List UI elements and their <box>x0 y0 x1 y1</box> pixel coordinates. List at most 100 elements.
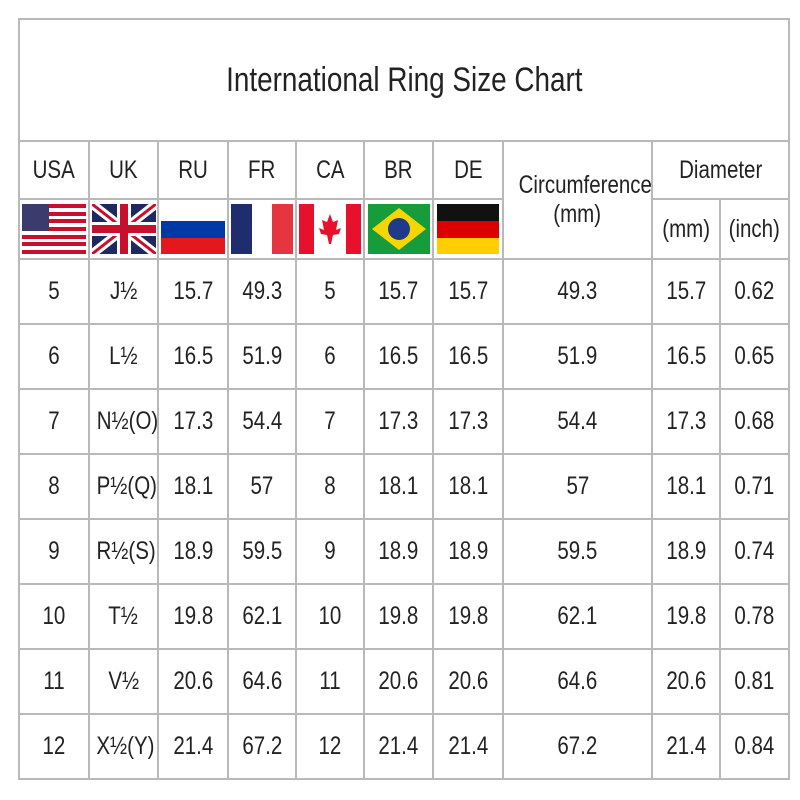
cell-ca: 9 <box>295 518 365 585</box>
cell-value: 20.6 <box>378 667 419 695</box>
cell-value: 8 <box>48 472 60 500</box>
table-row: 6 L½ 16.5 51.9 6 16.5 16.5 51.9 16.5 0.65 <box>18 323 791 390</box>
header-uk: UK <box>88 140 159 200</box>
usa-flag-icon <box>18 198 90 260</box>
cell-uk: L½ <box>88 323 159 390</box>
brazil-flag-icon <box>363 198 434 260</box>
cell-fr: 62.1 <box>227 583 297 650</box>
cell-value: 21.4 <box>666 732 706 760</box>
cell-diameter-mm: 15.7 <box>651 258 721 325</box>
cell-usa: 9 <box>18 518 90 585</box>
cell-value: 16.5 <box>173 342 213 370</box>
cell-value: 17.3 <box>448 407 488 435</box>
canada-flag-icon <box>295 198 365 260</box>
cell-circumference: 62.1 <box>502 583 653 650</box>
cell-uk: R½(S) <box>88 518 159 585</box>
table-row: 11 V½ 20.6 64.6 11 20.6 20.6 64.6 20.6 0.81 <box>18 648 791 715</box>
cell-br: 17.3 <box>363 388 434 455</box>
cell-value: 17.3 <box>378 407 419 435</box>
cell-ru: 19.8 <box>157 583 229 650</box>
cell-value: 11 <box>319 667 341 695</box>
cell-ca: 6 <box>295 323 365 390</box>
cell-value: 9 <box>324 537 336 565</box>
cell-usa: 10 <box>18 583 90 650</box>
cell-ru: 20.6 <box>157 648 229 715</box>
cell-value: 18.1 <box>173 472 213 500</box>
ring-size-table: International Ring Size Chart USA UK RU … <box>17 18 791 780</box>
cell-value: P½(Q) <box>96 472 157 500</box>
cell-ca: 11 <box>295 648 365 715</box>
cell-value: 0.68 <box>734 407 775 435</box>
cell-value: 7 <box>324 407 336 435</box>
cell-value: 18.1 <box>378 472 419 500</box>
cell-uk: X½(Y) <box>88 713 159 780</box>
cell-br: 20.6 <box>363 648 434 715</box>
cell-circumference: 67.2 <box>502 713 653 780</box>
cell-value: L½ <box>109 342 138 370</box>
table-row: 8 P½(Q) 18.1 57 8 18.1 18.1 57 18.1 0.71 <box>18 453 791 520</box>
cell-usa: 12 <box>18 713 90 780</box>
cell-value: 21.4 <box>448 732 488 760</box>
cell-usa: 7 <box>18 388 90 455</box>
cell-usa: 11 <box>18 648 90 715</box>
cell-usa: 8 <box>18 453 90 520</box>
cell-circumference: 57 <box>502 453 653 520</box>
cell-circumference: 51.9 <box>502 323 653 390</box>
cell-br: 15.7 <box>363 258 434 325</box>
cell-value: N½(O) <box>96 407 159 435</box>
cell-value: 20.6 <box>666 667 706 695</box>
cell-fr: 54.4 <box>227 388 297 455</box>
cell-ca: 5 <box>295 258 365 325</box>
cell-value: 18.9 <box>448 537 488 565</box>
cell-value: X½(Y) <box>96 732 155 760</box>
header-br: BR <box>363 140 434 200</box>
cell-value: 59.5 <box>557 537 598 565</box>
cell-value: 17.3 <box>173 407 213 435</box>
cell-value: 20.6 <box>448 667 488 695</box>
cell-usa: 6 <box>18 323 90 390</box>
cell-diameter-inch: 0.84 <box>718 713 791 780</box>
cell-value: 9 <box>48 537 60 565</box>
cell-diameter-inch: 0.78 <box>718 583 791 650</box>
cell-diameter-mm: 16.5 <box>651 323 721 390</box>
cell-de: 16.5 <box>432 323 504 390</box>
table-row: 10 T½ 19.8 62.1 10 19.8 19.8 62.1 19.8 0.78 <box>18 583 791 650</box>
cell-ru: 18.1 <box>157 453 229 520</box>
cell-circumference: 54.4 <box>502 388 653 455</box>
cell-value: 51.9 <box>557 342 598 370</box>
cell-value: 62.1 <box>557 602 598 630</box>
cell-ru: 18.9 <box>157 518 229 585</box>
cell-diameter-mm: 19.8 <box>651 583 721 650</box>
cell-circumference: 59.5 <box>502 518 653 585</box>
cell-uk: N½(O) <box>88 388 159 455</box>
cell-ru: 16.5 <box>157 323 229 390</box>
cell-value: 10 <box>318 602 342 630</box>
cell-value: 15.7 <box>173 277 213 305</box>
cell-value: 57 <box>250 472 274 500</box>
cell-de: 17.3 <box>432 388 504 455</box>
cell-value: 19.8 <box>378 602 419 630</box>
cell-value: T½ <box>108 602 139 630</box>
cell-value: 49.3 <box>557 277 598 305</box>
cell-value: 0.74 <box>734 537 775 565</box>
cell-fr: 49.3 <box>227 258 297 325</box>
cell-ru: 15.7 <box>157 258 229 325</box>
cell-ca: 12 <box>295 713 365 780</box>
cell-value: J½ <box>109 277 138 305</box>
cell-value: 5 <box>324 277 336 305</box>
cell-usa: 5 <box>18 258 90 325</box>
table-row: 9 R½(S) 18.9 59.5 9 18.9 18.9 59.5 18.9 0.74 <box>18 518 791 585</box>
cell-diameter-mm: 18.9 <box>651 518 721 585</box>
header-usa: USA <box>18 140 90 200</box>
cell-diameter-inch: 0.65 <box>718 323 791 390</box>
cell-value: 49.3 <box>242 277 282 305</box>
header-ru: RU <box>157 140 229 200</box>
cell-value: 0.81 <box>734 667 775 695</box>
cell-value: 0.71 <box>734 472 775 500</box>
cell-value: 0.78 <box>734 602 775 630</box>
cell-value: 21.4 <box>173 732 213 760</box>
cell-value: 64.6 <box>557 667 598 695</box>
cell-fr: 64.6 <box>227 648 297 715</box>
cell-value: 16.5 <box>378 342 419 370</box>
cell-ru: 21.4 <box>157 713 229 780</box>
